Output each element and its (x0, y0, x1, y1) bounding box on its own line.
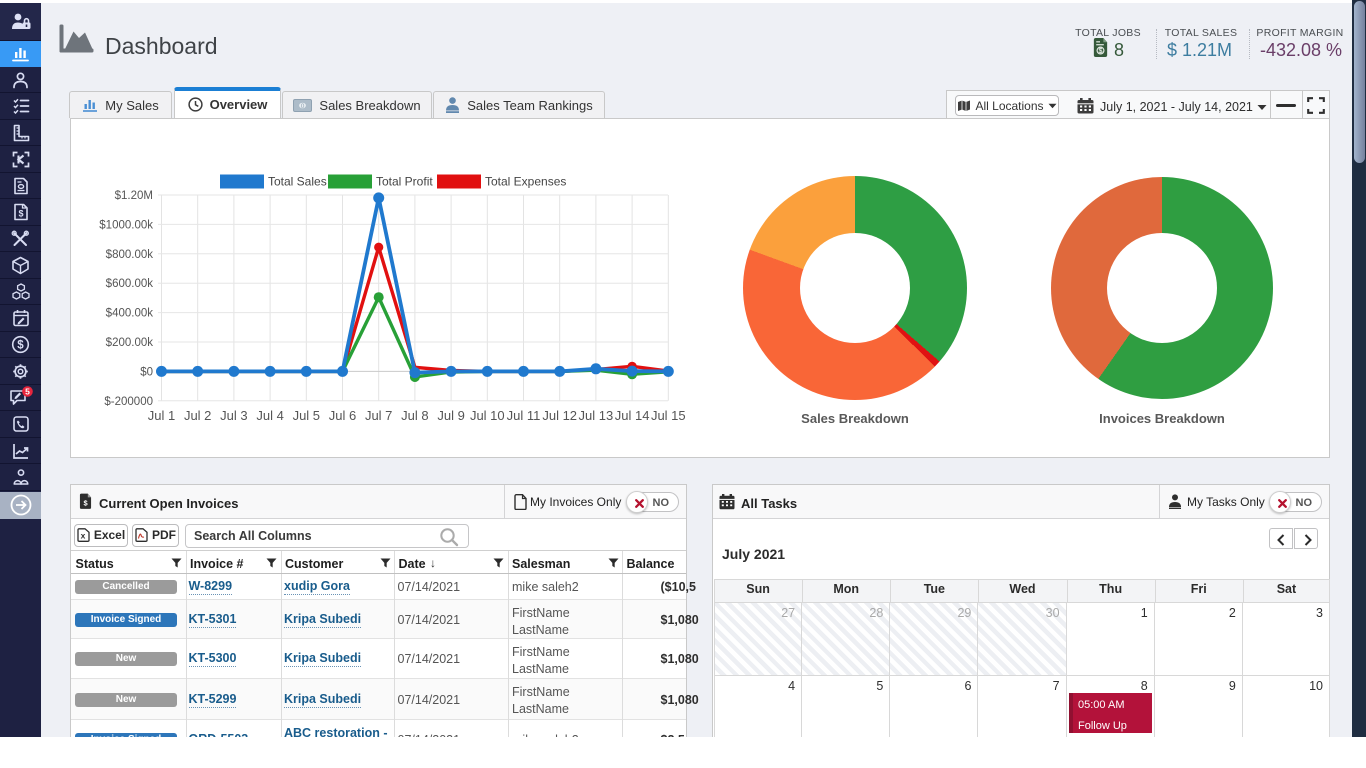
svg-text:x: x (80, 531, 85, 541)
svg-text:$1000.00k: $1000.00k (99, 219, 153, 231)
svg-text:Jul 4: Jul 4 (256, 408, 283, 423)
svg-text:Jul 10: Jul 10 (470, 408, 505, 423)
svg-text:Jul 8: Jul 8 (401, 408, 428, 423)
svg-text:Jul 1: Jul 1 (148, 408, 175, 423)
svg-text:$0: $0 (140, 366, 153, 378)
svg-text:$200.00k: $200.00k (106, 337, 154, 349)
svg-text:Jul 11: Jul 11 (507, 408, 541, 423)
svg-text:Jul 2: Jul 2 (184, 408, 211, 423)
svg-text:Jul 7: Jul 7 (365, 408, 392, 423)
svg-text:Total Sales: Total Sales (268, 175, 327, 189)
svg-text:$: $ (1099, 47, 1103, 55)
svg-text:$: $ (83, 499, 88, 508)
svg-text:Jul 6: Jul 6 (329, 408, 356, 423)
svg-text:Total Expenses: Total Expenses (485, 175, 566, 189)
svg-text:Jul 5: Jul 5 (293, 408, 320, 423)
svg-text:$: $ (17, 340, 24, 352)
svg-text:Jul 9: Jul 9 (437, 408, 464, 423)
svg-text:$800.00k: $800.00k (106, 249, 154, 261)
svg-text:$-200000: $-200000 (104, 396, 153, 408)
svg-text:$600.00k: $600.00k (106, 278, 154, 290)
svg-text:5: 5 (25, 387, 30, 397)
svg-text:Total Profit: Total Profit (376, 175, 433, 189)
svg-text:0: 0 (301, 103, 305, 110)
svg-text:Jul 14: Jul 14 (615, 408, 650, 423)
svg-text:Jul 3: Jul 3 (220, 408, 247, 423)
svg-text:$400.00k: $400.00k (106, 308, 154, 320)
svg-text:Jul 15: Jul 15 (651, 408, 686, 423)
svg-text:$1.20M: $1.20M (115, 190, 153, 202)
svg-text:$: $ (18, 209, 23, 219)
svg-text:Jul 12: Jul 12 (542, 408, 577, 423)
svg-text:Jul 13: Jul 13 (579, 408, 614, 423)
